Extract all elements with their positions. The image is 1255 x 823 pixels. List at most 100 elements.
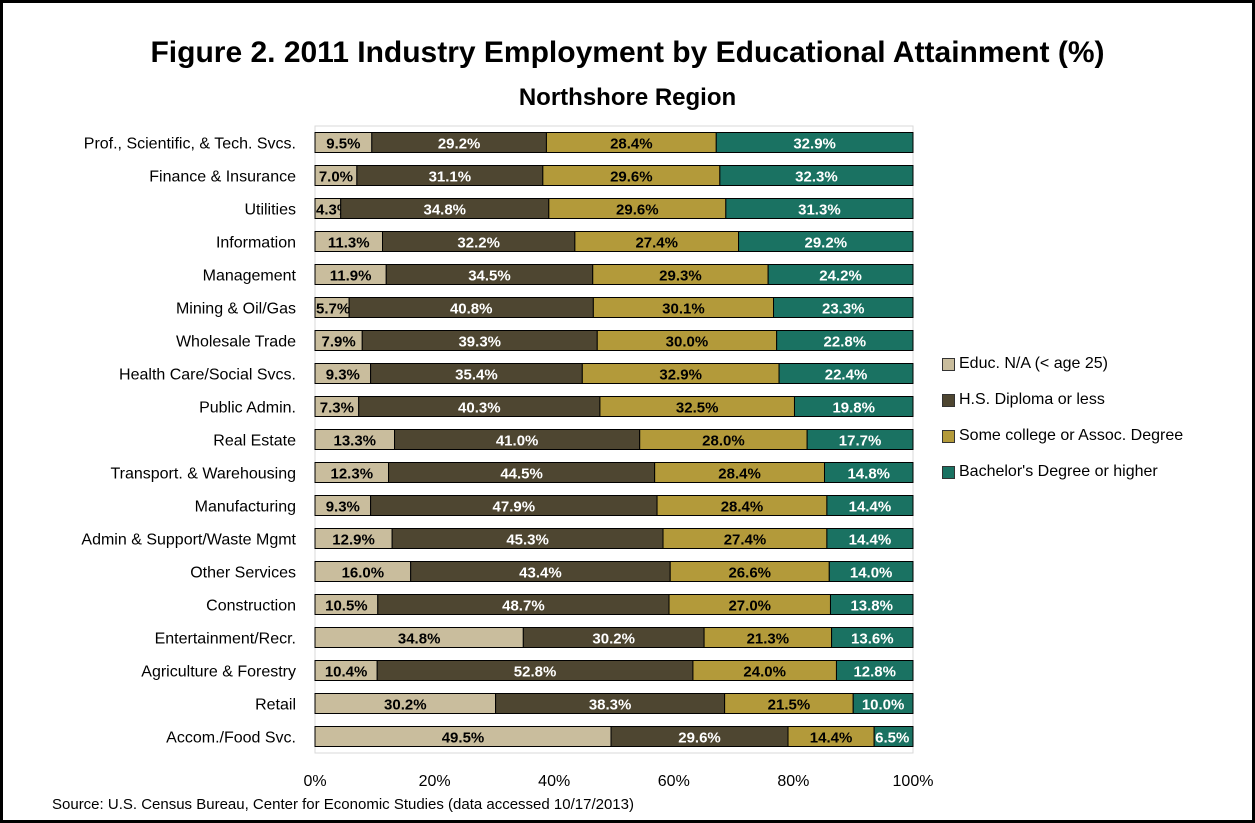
legend-swatch: [942, 429, 955, 443]
data-label: 27.0%: [728, 598, 771, 615]
category-label: Manufacturing: [195, 499, 296, 516]
bar-segment: [835, 660, 914, 681]
data-label: 29.2%: [805, 235, 848, 252]
data-label: 32.9%: [659, 367, 702, 384]
data-label: 52.8%: [514, 664, 557, 681]
legend-item: Bachelor's Degree or higher: [942, 454, 1242, 490]
category-label: Accom./Food Svc.: [166, 730, 296, 747]
x-tick-label: 100%: [893, 773, 934, 790]
bar-segment: [725, 198, 914, 219]
data-label: 14.0%: [850, 565, 893, 582]
bar-segment: [738, 231, 914, 252]
data-label: 34.8%: [423, 202, 466, 219]
category-label: Entertainment/Recr.: [155, 631, 296, 648]
data-label: 10.4%: [325, 664, 368, 681]
data-label: 14.4%: [849, 499, 892, 516]
legend-label: Bachelor's Degree or higher: [959, 463, 1158, 480]
data-label: 32.2%: [457, 235, 500, 252]
data-label: 29.6%: [616, 202, 659, 219]
bar-segment: [793, 396, 914, 417]
data-label: 49.5%: [442, 730, 485, 747]
data-label: 44.5%: [500, 466, 543, 483]
data-label: 30.2%: [384, 697, 427, 714]
data-label: 24.0%: [743, 664, 786, 681]
data-label: 48.7%: [502, 598, 545, 615]
data-label: 34.8%: [398, 631, 441, 648]
bar-segment: [776, 330, 914, 351]
chart-subtitle: Northshore Region: [518, 84, 737, 111]
category-label: Management: [203, 268, 297, 285]
data-label: 10.5%: [325, 598, 368, 615]
data-label: 7.9%: [322, 334, 356, 351]
bar-segment: [831, 627, 914, 648]
category-label: Agriculture & Forestry: [141, 664, 296, 681]
bar-segment: [823, 462, 914, 483]
data-label: 14.4%: [810, 730, 853, 747]
data-label: 22.8%: [824, 334, 867, 351]
legend-swatch: [942, 357, 955, 371]
category-label: Transport. & Warehousing: [110, 466, 296, 483]
data-label: 19.8%: [832, 400, 875, 417]
legend-item: H.S. Diploma or less: [942, 382, 1242, 418]
x-tick-label: 60%: [658, 773, 690, 790]
data-label: 31.3%: [798, 202, 841, 219]
category-label: Finance & Insurance: [149, 169, 296, 186]
category-label: Public Admin.: [199, 400, 296, 417]
legend-label: Some college or Assoc. Degree: [959, 427, 1184, 444]
bar-segment: [773, 297, 914, 318]
bar-segment: [826, 495, 914, 516]
bar-segment: [806, 429, 914, 450]
data-label: 24.2%: [819, 268, 862, 285]
data-label: 32.5%: [676, 400, 719, 417]
data-label: 38.3%: [589, 697, 632, 714]
data-label: 27.4%: [724, 532, 767, 549]
data-label: 26.6%: [728, 565, 771, 582]
category-label: Retail: [255, 697, 296, 714]
legend-swatch: [942, 393, 955, 407]
x-tick-label: 80%: [777, 773, 809, 790]
data-label: 30.0%: [666, 334, 709, 351]
data-label: 45.3%: [506, 532, 549, 549]
category-label: Information: [216, 235, 296, 252]
category-label: Prof., Scientific, & Tech. Svcs.: [84, 136, 296, 153]
data-label: 12.3%: [331, 466, 374, 483]
data-label: 28.4%: [610, 136, 653, 153]
bar-segment: [715, 132, 914, 153]
data-label: 30.2%: [592, 631, 635, 648]
source-note: Source: U.S. Census Bureau, Center for E…: [52, 796, 634, 813]
data-label: 7.0%: [319, 169, 353, 186]
data-label: 29.6%: [610, 169, 653, 186]
bar-segment: [852, 693, 914, 714]
data-label: 43.4%: [519, 565, 562, 582]
chart-title: Figure 2. 2011 Industry Employment by Ed…: [150, 36, 1105, 69]
category-label: Real Estate: [213, 433, 296, 450]
bar-segment: [829, 594, 914, 615]
category-label: Construction: [206, 598, 296, 615]
legend-label: Educ. N/A (< age 25): [959, 355, 1108, 372]
data-label: 28.0%: [702, 433, 745, 450]
x-tick-label: 20%: [419, 773, 451, 790]
category-label: Wholesale Trade: [176, 334, 296, 351]
x-tick-label: 40%: [538, 773, 570, 790]
data-label: 47.9%: [493, 499, 536, 516]
data-label: 41.0%: [496, 433, 539, 450]
data-label: 40.3%: [458, 400, 501, 417]
data-label: 30.1%: [662, 301, 705, 318]
data-label: 10.0%: [862, 697, 905, 714]
data-label: 9.3%: [326, 499, 360, 516]
data-label: 12.9%: [332, 532, 375, 549]
data-label: 23.3%: [822, 301, 865, 318]
data-label: 29.2%: [438, 136, 481, 153]
data-label: 35.4%: [455, 367, 498, 384]
data-label: 34.5%: [468, 268, 511, 285]
x-tick-label: 0%: [303, 773, 326, 790]
bar-segment: [873, 726, 914, 747]
data-label: 17.7%: [839, 433, 882, 450]
data-label: 11.3%: [328, 235, 370, 252]
data-label: 12.8%: [853, 664, 896, 681]
data-label: 13.3%: [333, 433, 376, 450]
data-label: 5.7%: [316, 301, 350, 318]
category-label: Utilities: [244, 202, 296, 219]
category-label: Admin & Support/Waste Mgmt: [81, 532, 296, 549]
